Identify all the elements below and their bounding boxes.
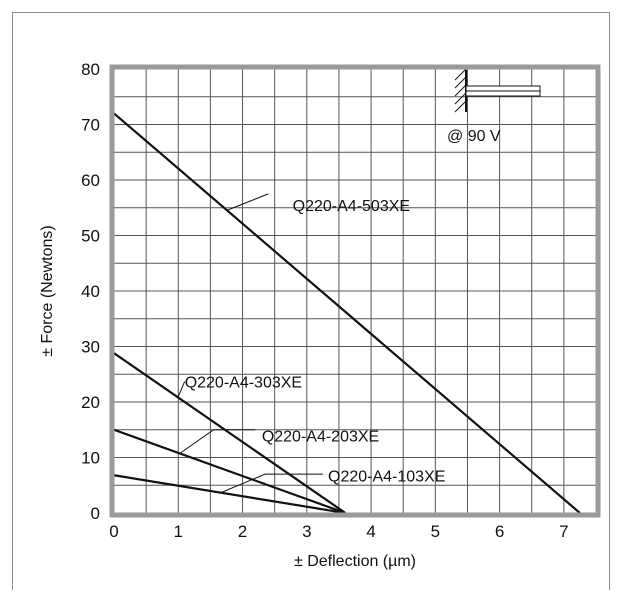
x-tick-label: 6 (495, 522, 504, 541)
y-tick-label: 70 (81, 116, 100, 135)
series-labels: Q220-A4-503XE Q220-A4-303XE Q220-A4-203XE Q… (185, 198, 446, 485)
x-tick-label: 4 (366, 522, 375, 541)
series-line-3 (113, 428, 346, 515)
series-label-4: Q220-A4-103XE (328, 468, 445, 485)
label-leader-1 (226, 193, 269, 211)
y-tick-label: 0 (91, 504, 100, 523)
y-axis-label: ± Force (Newtons) (39, 225, 56, 356)
y-tick-label: 50 (81, 227, 100, 246)
y-tick-label: 60 (81, 171, 100, 190)
x-tick-label: 0 (109, 522, 118, 541)
cantilever-bender-icon (454, 68, 541, 113)
series-label-3: Q220-A4-203XE (262, 428, 379, 445)
voltage-annotation: @ 90 V (447, 128, 501, 145)
grid (114, 69, 596, 513)
label-leaders (177, 193, 323, 494)
plot-border (109, 64, 601, 518)
x-tick-label: 3 (302, 522, 311, 541)
label-leader-3 (179, 429, 256, 455)
x-tick-label: 1 (174, 522, 183, 541)
series-label-2: Q220-A4-303XE (185, 374, 302, 391)
x-tick-label: 7 (559, 522, 568, 541)
x-tick-label: 5 (431, 522, 440, 541)
series-label-1: Q220-A4-503XE (293, 198, 410, 215)
series-line-1 (113, 112, 581, 514)
x-tick-label: 2 (238, 522, 247, 541)
y-tick-label: 10 (81, 449, 100, 468)
series-line-4 (113, 474, 346, 515)
series-line-2 (113, 352, 346, 514)
y-tick-label: 40 (81, 282, 100, 301)
label-leader-2 (177, 381, 186, 397)
series-lines (113, 112, 581, 515)
figure-frame (12, 12, 610, 590)
y-tick-label: 20 (81, 393, 100, 412)
y-tick-label: 30 (81, 338, 100, 357)
label-leader-4 (219, 473, 323, 494)
y-tick-label: 80 (81, 60, 100, 79)
x-axis-label: ± Deflection (µm) (294, 553, 416, 570)
